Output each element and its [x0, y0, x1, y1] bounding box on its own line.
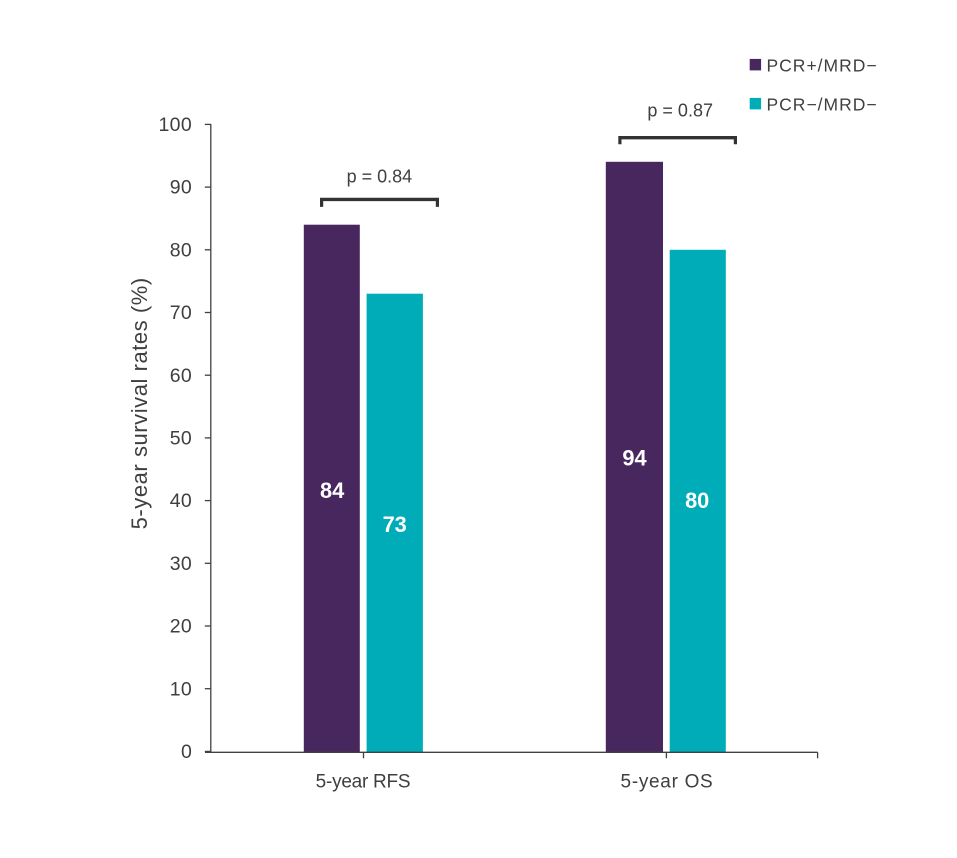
- svg-text:PCR−/MRD−: PCR−/MRD−: [767, 94, 878, 114]
- svg-text:84: 84: [320, 478, 344, 503]
- svg-text:0: 0: [181, 741, 192, 763]
- svg-text:80: 80: [685, 488, 709, 513]
- svg-text:73: 73: [383, 512, 407, 537]
- svg-text:p = 0.87: p = 0.87: [647, 100, 713, 120]
- svg-text:80: 80: [170, 239, 193, 261]
- svg-text:10: 10: [170, 678, 193, 700]
- svg-text:5-year survival rates (%): 5-year survival rates (%): [127, 277, 152, 529]
- svg-text:PCR+/MRD−: PCR+/MRD−: [767, 55, 878, 75]
- svg-text:50: 50: [170, 428, 193, 450]
- svg-text:100: 100: [158, 114, 192, 136]
- svg-text:40: 40: [170, 490, 193, 512]
- svg-text:20: 20: [170, 616, 193, 638]
- svg-text:70: 70: [170, 302, 193, 324]
- svg-text:94: 94: [622, 445, 646, 470]
- svg-text:60: 60: [170, 365, 193, 387]
- svg-text:5-year OS: 5-year OS: [621, 771, 714, 792]
- svg-text:30: 30: [170, 553, 193, 575]
- svg-text:p = 0.84: p = 0.84: [347, 167, 413, 187]
- svg-text:90: 90: [170, 177, 193, 199]
- svg-text:5-year RFS: 5-year RFS: [316, 771, 411, 792]
